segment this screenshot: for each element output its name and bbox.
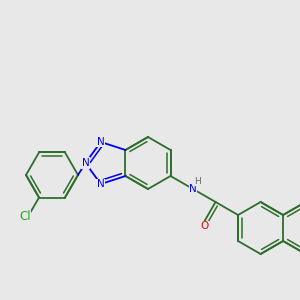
Text: Cl: Cl — [19, 210, 31, 223]
Text: N: N — [189, 184, 197, 194]
Text: N: N — [97, 179, 105, 189]
Text: O: O — [200, 221, 208, 231]
Text: H: H — [194, 176, 200, 185]
Text: N: N — [82, 158, 89, 168]
Text: N: N — [97, 137, 105, 147]
